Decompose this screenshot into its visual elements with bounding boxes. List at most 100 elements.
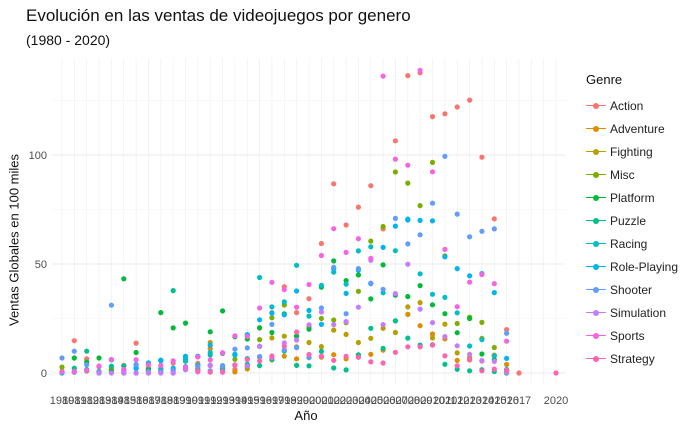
- point-puzzle: [380, 345, 386, 351]
- x-tick-label: 1991: [186, 395, 210, 407]
- x-tick-label: 2012: [445, 395, 469, 407]
- legend-title: Genre: [586, 72, 623, 87]
- point-shooter: [257, 354, 263, 360]
- point-fighting: [417, 300, 423, 306]
- point-role-playing: [454, 266, 460, 272]
- legend-key-puzzle: [582, 215, 610, 227]
- point-strategy: [269, 353, 275, 359]
- point-platform: [207, 329, 213, 335]
- point-puzzle: [108, 363, 114, 369]
- point-platform: [306, 326, 312, 332]
- point-role-playing: [207, 342, 213, 348]
- x-tick-label: 1988: [149, 395, 173, 407]
- point-shooter: [244, 345, 250, 351]
- point-shooter: [405, 241, 411, 247]
- legend-item-puzzle: Puzzle: [582, 209, 698, 232]
- point-platform: [467, 315, 473, 322]
- point-misc: [417, 203, 423, 209]
- point-platform: [121, 276, 127, 282]
- point-racing: [318, 282, 324, 288]
- point-fighting: [306, 339, 312, 346]
- point-shooter: [318, 305, 324, 311]
- point-racing: [281, 299, 287, 305]
- point-shooter: [220, 363, 226, 369]
- legend-key-simulation: [582, 307, 610, 319]
- legend-label: Action: [610, 98, 644, 113]
- point-platform: [71, 355, 77, 361]
- legend-key-sports: [582, 330, 610, 342]
- x-tick-label: 1993: [210, 395, 234, 407]
- point-sports: [405, 162, 411, 168]
- point-platform: [442, 311, 448, 317]
- x-tick-label: 1987: [136, 395, 160, 407]
- point-strategy: [380, 360, 386, 366]
- point-role-playing: [294, 288, 300, 294]
- point-misc: [232, 356, 238, 362]
- point-puzzle: [331, 365, 337, 371]
- x-tick-label: 2007: [383, 395, 407, 407]
- point-sports: [331, 226, 337, 232]
- point-shooter: [343, 311, 349, 317]
- point-misc: [59, 364, 65, 370]
- point-sports: [294, 304, 300, 310]
- point-strategy: [306, 351, 312, 358]
- point-shooter: [368, 280, 374, 286]
- point-shooter: [417, 232, 423, 238]
- x-tick-label: 1980: [50, 395, 74, 407]
- point-shooter: [392, 215, 398, 221]
- point-sports: [145, 362, 151, 368]
- point-shooter: [84, 362, 90, 368]
- point-action: [454, 104, 460, 110]
- point-platform: [380, 262, 386, 268]
- point-shooter: [232, 346, 238, 352]
- point-action: [516, 370, 522, 376]
- point-strategy: [244, 356, 250, 363]
- legend-key-dot: [593, 240, 599, 247]
- point-action: [467, 97, 473, 103]
- point-shooter: [294, 345, 300, 351]
- point-strategy: [553, 370, 559, 376]
- point-role-playing: [306, 307, 312, 313]
- point-strategy: [467, 357, 473, 363]
- legend-label: Racing: [610, 236, 648, 251]
- point-sports: [442, 246, 448, 252]
- legend-item-fighting: Fighting: [582, 140, 698, 163]
- point-platform: [479, 351, 485, 357]
- point-strategy: [257, 358, 263, 364]
- point-role-playing: [343, 290, 349, 296]
- point-puzzle: [442, 361, 448, 367]
- point-puzzle: [467, 368, 473, 374]
- y-tick-label: 100: [29, 150, 47, 162]
- chart-title: Evolución en las ventas de videojuegos p…: [26, 6, 411, 25]
- point-sports: [281, 286, 287, 293]
- point-simulation: [491, 358, 497, 364]
- point-sports: [133, 357, 139, 363]
- x-tick-label: 2015: [482, 395, 506, 407]
- legend-item-platform: Platform: [582, 186, 698, 209]
- point-action: [71, 338, 77, 344]
- point-action: [405, 73, 411, 79]
- x-tick-label: 2016: [494, 395, 518, 407]
- legend-key-dot: [593, 171, 599, 178]
- point-racing: [257, 274, 263, 281]
- point-role-playing: [257, 317, 263, 323]
- legend-label: Sports: [610, 328, 645, 343]
- point-role-playing: [429, 218, 436, 224]
- point-platform: [170, 325, 176, 331]
- point-simulation: [207, 363, 213, 369]
- point-strategy: [343, 353, 349, 359]
- point-puzzle: [343, 367, 349, 373]
- point-platform: [257, 325, 263, 331]
- point-fighting: [331, 327, 337, 333]
- point-platform: [405, 293, 411, 300]
- point-simulation: [442, 334, 448, 340]
- point-strategy: [207, 369, 213, 375]
- point-action: [306, 296, 312, 302]
- x-tick-label: 1996: [247, 395, 271, 407]
- point-sports: [182, 364, 189, 370]
- point-misc: [355, 288, 361, 294]
- point-shooter: [454, 211, 460, 217]
- point-strategy: [479, 368, 485, 374]
- point-shooter: [133, 361, 139, 368]
- x-tick-label: 1992: [198, 395, 222, 407]
